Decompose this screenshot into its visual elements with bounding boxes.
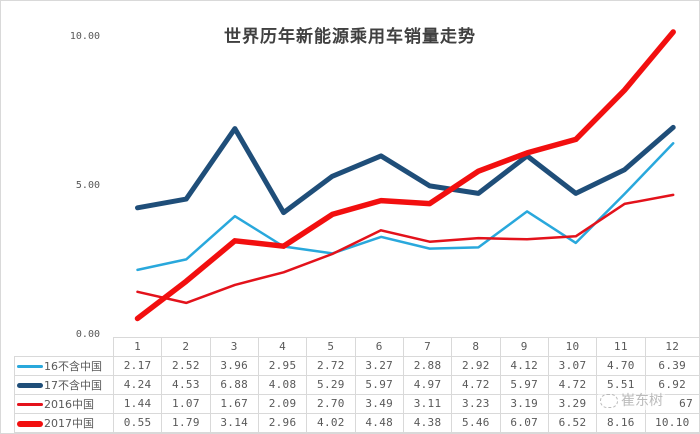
table-cell: 2.95 <box>257 355 308 376</box>
table-cell: 3.96 <box>209 355 259 376</box>
wechat-icon <box>600 394 618 408</box>
table-cell: 4.72 <box>451 374 501 395</box>
table-cell: 5.51 <box>596 374 646 395</box>
table-row: 17不含中国 4.24 4.53 6.88 4.08 5.29 5.97 4.9… <box>14 374 700 395</box>
table-cell: 6.39 <box>644 355 700 376</box>
y-tick-10: 10.00 <box>69 31 100 42</box>
table-cell: 5.97 <box>354 374 404 395</box>
table-cell: 2.17 <box>112 355 163 376</box>
watermark: 崔东树 <box>598 390 665 410</box>
table-cell: 2.96 <box>257 412 308 433</box>
col-header: 5 <box>306 337 356 357</box>
table-cell: 4.70 <box>596 355 646 376</box>
table-cell: 5.97 <box>499 374 549 395</box>
y-tick-0: 0.00 <box>75 329 100 340</box>
table-cell: 4.53 <box>161 374 211 395</box>
table-cell: 1.79 <box>161 412 211 433</box>
table-cell: 6.52 <box>547 412 598 433</box>
y-tick-5: 5.00 <box>75 180 100 191</box>
legend-label: 16不含中国 <box>44 359 102 373</box>
table-cell: 5.46 <box>451 412 501 433</box>
col-header: 4 <box>257 337 308 357</box>
table-cell: 3.23 <box>451 393 501 414</box>
legend-label: 2017中国 <box>44 416 94 430</box>
legend-swatch-icon <box>17 383 43 388</box>
table-cell: 3.14 <box>209 412 259 433</box>
table-corner <box>14 337 114 357</box>
legend-swatch-icon <box>17 365 43 368</box>
table-cell: 6.88 <box>209 374 259 395</box>
legend-entry-2017-china: 2017中国 <box>14 412 114 433</box>
table-cell: 2.70 <box>306 393 356 414</box>
col-header: 1 <box>112 337 163 357</box>
table-cell: 4.72 <box>547 374 598 395</box>
legend-swatch-icon <box>17 403 43 406</box>
table-cell: 2.92 <box>451 355 501 376</box>
table-cell: 2.72 <box>306 355 356 376</box>
table-cell: 4.02 <box>306 412 356 433</box>
col-header: 10 <box>547 337 598 357</box>
table-cell: 10.10 <box>644 412 700 433</box>
series-line <box>134 29 676 322</box>
table-row: 16不含中国 2.17 2.52 3.96 2.95 2.72 3.27 2.8… <box>14 355 700 376</box>
table-row: 2016中国 1.44 1.07 1.67 2.09 2.70 3.49 3.1… <box>14 393 700 414</box>
table-cell: 4.97 <box>402 374 453 395</box>
series-line <box>136 193 675 305</box>
table-cell: 6.07 <box>499 412 549 433</box>
table-cell: 1.44 <box>112 393 163 414</box>
table-cell: 4.08 <box>257 374 308 395</box>
table-cell: 2.52 <box>161 355 211 376</box>
table-cell: 3.29 <box>547 393 598 414</box>
legend-entry-2016-china: 2016中国 <box>14 393 114 414</box>
watermark-text: 崔东树 <box>621 393 663 409</box>
table-cell: 4.48 <box>354 412 404 433</box>
legend-entry-17-ex-china: 17不含中国 <box>14 374 114 395</box>
table-cell: 3.49 <box>354 393 404 414</box>
table-cell: 3.19 <box>499 393 549 414</box>
series-line <box>135 124 676 216</box>
col-header: 7 <box>402 337 453 357</box>
table-cell: 3.07 <box>547 355 598 376</box>
table-cell: 3.11 <box>402 393 453 414</box>
table-header-row: 1 2 3 4 5 6 7 8 9 10 11 12 <box>14 337 700 357</box>
legend-swatch-icon <box>17 420 43 427</box>
col-header: 9 <box>499 337 549 357</box>
col-header: 12 <box>644 337 700 357</box>
table-cell: 2.09 <box>257 393 308 414</box>
table-cell: 1.07 <box>161 393 211 414</box>
legend-entry-16-ex-china: 16不含中国 <box>14 355 114 376</box>
col-header: 6 <box>354 337 404 357</box>
col-header: 3 <box>209 337 259 357</box>
legend-label: 17不含中国 <box>44 378 102 392</box>
table-row: 2017中国 0.55 1.79 3.14 2.96 4.02 4.48 4.3… <box>14 412 700 433</box>
col-header: 8 <box>451 337 501 357</box>
col-header: 11 <box>596 337 646 357</box>
data-table: 1 2 3 4 5 6 7 8 9 10 11 12 16不含中国 2.17 2… <box>14 337 700 433</box>
col-header: 2 <box>161 337 211 357</box>
table-cell: 2.88 <box>402 355 453 376</box>
table-cell: 1.67 <box>209 393 259 414</box>
table-cell: 8.16 <box>596 412 646 433</box>
table-cell: 4.12 <box>499 355 549 376</box>
series-line <box>136 142 675 272</box>
chart-title: 世界历年新能源乘用车销量走势 <box>224 27 476 47</box>
legend-label: 2016中国 <box>44 397 94 411</box>
table-cell: 3.27 <box>354 355 404 376</box>
table-cell: 5.29 <box>306 374 356 395</box>
table-cell: 0.55 <box>112 412 163 433</box>
table-cell: 4.24 <box>112 374 163 395</box>
table-cell: 4.38 <box>402 412 453 433</box>
